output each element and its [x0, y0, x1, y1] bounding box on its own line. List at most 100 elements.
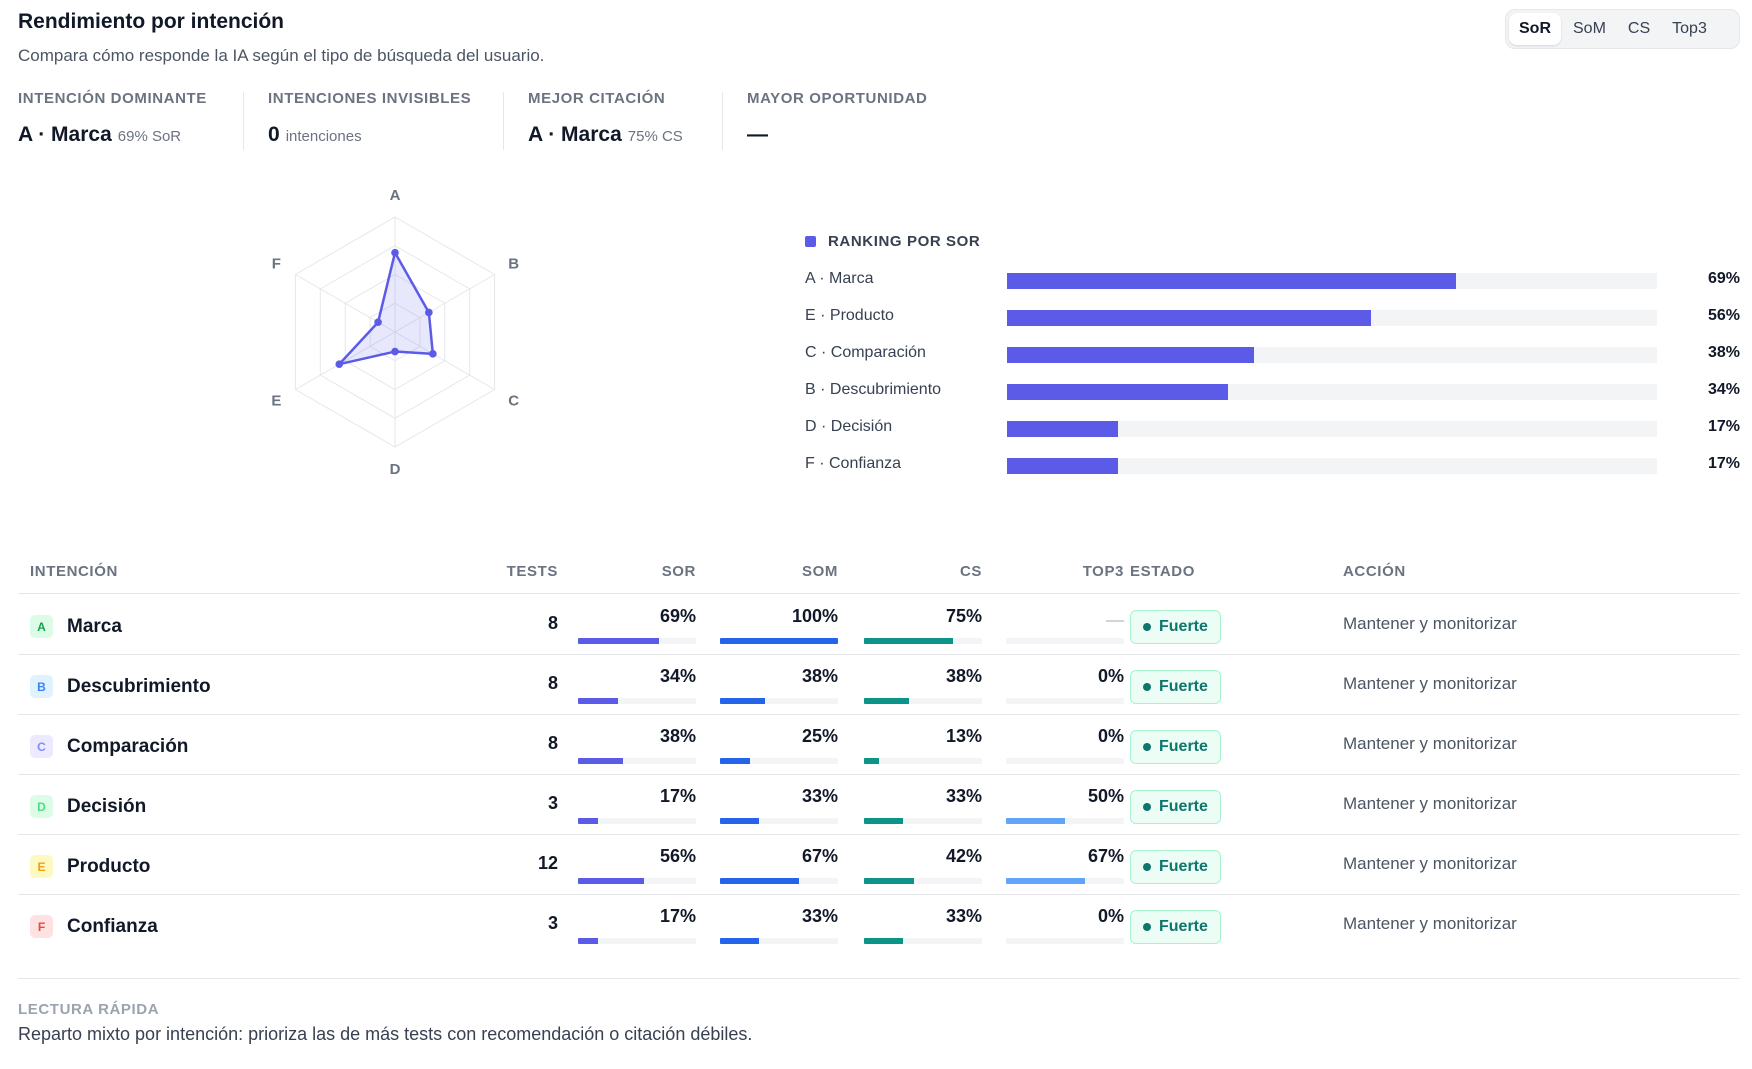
som-track — [720, 638, 838, 644]
status-badge[interactable]: Fuerte — [1130, 670, 1221, 704]
intent-letter-badge: E — [30, 855, 53, 878]
cs-track — [864, 878, 982, 884]
table-row[interactable]: A Marca 8 69% 100% 75% Fuerte Mantener y monito… — [18, 594, 1740, 654]
radar-axis-label: A — [390, 187, 401, 204]
top3-cell: 0% — [1006, 726, 1124, 766]
cs-track — [864, 698, 982, 704]
ranking-label: F · Confianza — [805, 455, 902, 472]
radar-axis-label: D — [390, 461, 401, 478]
ranking-track — [1007, 347, 1657, 363]
top3-track — [1006, 938, 1124, 944]
som-bar — [720, 878, 800, 884]
action-link[interactable]: Mantener y monitorizar — [1343, 614, 1517, 633]
kpi-sub: 69% SoR — [117, 128, 182, 145]
radar-axis-label: C — [508, 393, 519, 410]
ranking-label: B · Descubrimiento — [805, 381, 942, 398]
action-link[interactable]: Mantener y monitorizar — [1343, 854, 1517, 873]
top3-track — [1006, 758, 1124, 764]
status-label: Fuerte — [1159, 618, 1208, 635]
action-link[interactable]: Mantener y monitorizar — [1343, 674, 1517, 693]
status-badge[interactable]: Fuerte — [1130, 730, 1221, 764]
ranking-title: RANKING POR SOR — [828, 233, 981, 250]
kpi-label: INTENCIONES INVISIBLES — [268, 90, 472, 107]
status-dot-icon — [1143, 683, 1151, 691]
toggle-sor[interactable]: SoR — [1509, 13, 1561, 45]
kpi-label: MEJOR CITACIÓN — [528, 90, 666, 107]
row-divider — [18, 714, 1740, 715]
top3-track — [1006, 818, 1124, 824]
sor-value: 56% — [659, 846, 696, 866]
status-badge[interactable]: Fuerte — [1130, 790, 1221, 824]
ranking-row: C · Comparación 38% — [805, 340, 1740, 370]
sor-cell: 17% — [578, 906, 696, 946]
ranking-header: RANKING POR SOR — [805, 233, 980, 250]
sor-track — [578, 758, 696, 764]
kpi-sub: 75% CS — [627, 128, 683, 145]
ranking-bar — [1007, 421, 1118, 437]
top3-bar — [1006, 818, 1065, 824]
sor-bar — [578, 758, 623, 764]
kpi-label: MAYOR OPORTUNIDAD — [747, 90, 928, 107]
top3-track — [1006, 698, 1124, 704]
sor-track — [578, 878, 696, 884]
table-row[interactable]: C Comparación 8 38% 25% 13% 0% Fuerte Mantener y… — [18, 714, 1740, 774]
cs-bar — [864, 818, 903, 824]
col-action: ACCIÓN — [1343, 563, 1406, 580]
ranking-bar — [1007, 273, 1456, 289]
intent-letter-badge: C — [30, 735, 53, 758]
ranking-value: 17% — [1707, 418, 1740, 435]
page-title: Rendimiento por intención — [18, 10, 284, 33]
som-cell: 67% — [720, 846, 838, 886]
status-badge[interactable]: Fuerte — [1130, 610, 1221, 644]
col-cs: CS — [959, 563, 982, 580]
row-divider — [18, 894, 1740, 895]
kpi-value: 0 — [268, 123, 280, 146]
radar-point — [391, 347, 399, 356]
kpi-label: INTENCIÓN DOMINANTE — [18, 90, 207, 107]
top3-cell: 0% — [1006, 906, 1124, 946]
cs-cell: 33% — [864, 786, 982, 826]
status-badge[interactable]: Fuerte — [1130, 850, 1221, 884]
intent-letter-badge: B — [30, 675, 53, 698]
sor-track — [578, 698, 696, 704]
cs-track — [864, 758, 982, 764]
sor-bar — [578, 698, 619, 704]
sor-track — [578, 938, 696, 944]
cs-value: 38% — [945, 666, 982, 686]
ranking-track — [1007, 458, 1657, 474]
kpi-dominant-intent: INTENCIÓN DOMINANTE A · Marca 69% SoR — [18, 90, 207, 147]
tests-count: 8 — [547, 613, 558, 633]
action-link[interactable]: Mantener y monitorizar — [1343, 794, 1517, 813]
toggle-cs[interactable]: CS — [1627, 20, 1651, 37]
cs-value: 75% — [945, 606, 982, 626]
cs-value: 13% — [945, 726, 982, 746]
ranking-bar — [1007, 310, 1371, 326]
cs-track — [864, 638, 982, 644]
table-row[interactable]: E Producto 12 56% 67% 42% 67% Fuerte Mantener y … — [18, 834, 1740, 894]
som-track — [720, 938, 838, 944]
cs-value: 42% — [945, 846, 982, 866]
status-badge[interactable]: Fuerte — [1130, 910, 1221, 944]
kpi-best-citation: MEJOR CITACIÓN A · Marca 75% CS — [528, 90, 683, 147]
table-row[interactable]: D Decisión 3 17% 33% 33% 50% Fuerte Mantener y m… — [18, 774, 1740, 834]
intent-name: Marca — [67, 616, 122, 637]
action-link[interactable]: Mantener y monitorizar — [1343, 914, 1517, 933]
col-sor: SOR — [661, 563, 696, 580]
cs-track — [864, 938, 982, 944]
toggle-som[interactable]: SoM — [1573, 20, 1606, 37]
radar-spoke — [295, 331, 396, 390]
ranking-track — [1007, 421, 1657, 437]
table-header: INTENCIÓN TESTS SOR SOM CS TOP3 ESTADO A… — [18, 563, 1740, 595]
action-link[interactable]: Mantener y monitorizar — [1343, 734, 1517, 753]
status-label: Fuerte — [1159, 738, 1208, 755]
legend-swatch — [805, 236, 816, 247]
toggle-top3[interactable]: Top3 — [1672, 20, 1707, 37]
ranking-bar — [1007, 347, 1254, 363]
sor-cell: 34% — [578, 666, 696, 706]
som-value: 100% — [791, 606, 838, 626]
top3-track — [1006, 878, 1124, 884]
table-row[interactable]: B Descubrimiento 8 34% 38% 38% 0% Fuerte Mantene… — [18, 654, 1740, 714]
top3-bar — [1006, 878, 1086, 884]
ranking-value: 56% — [1707, 307, 1740, 324]
table-row[interactable]: F Confianza 3 17% 33% 33% 0% Fuerte Mantener y m… — [18, 894, 1740, 954]
